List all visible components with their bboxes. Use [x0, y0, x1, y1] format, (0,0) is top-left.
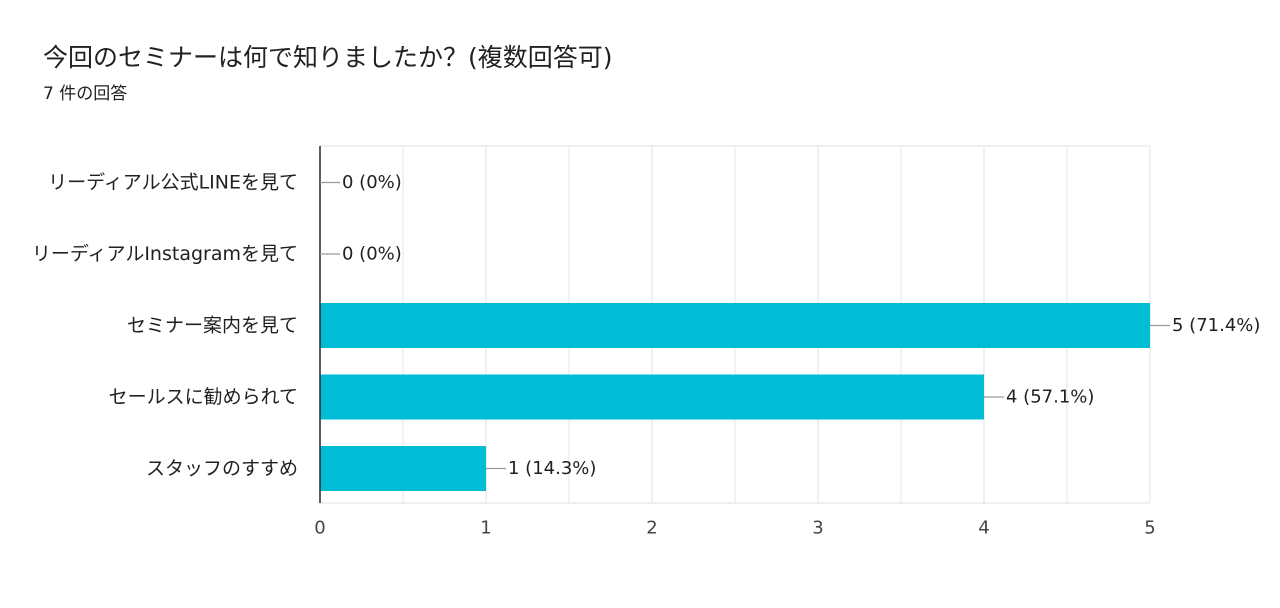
bars-layer [320, 303, 1150, 491]
data-label: 1 (14.3%) [508, 458, 596, 479]
data-label: 4 (57.1%) [1006, 387, 1094, 408]
bar [320, 374, 984, 420]
data-label: 0 (0%) [342, 172, 402, 193]
category-label: セールスに勧められて [109, 386, 298, 408]
category-label: セミナー案内を見て [127, 315, 298, 337]
x-tick-label: 1 [480, 518, 491, 539]
x-tick-label: 3 [812, 518, 823, 539]
category-label: スタッフのすすめ [146, 458, 298, 480]
data-label: 0 (0%) [342, 244, 402, 265]
question-title: 今回のセミナーは何で知りましたか？(複数回答可) [43, 43, 613, 72]
response-count: 7 件の回答 [43, 84, 128, 104]
labels-layer: リーディアル公式LINEを見て 0 (0%) リーディアルInstagramを見て 0… [32, 172, 1261, 480]
category-label: リーディアルInstagramを見て [32, 243, 298, 265]
chart-header: 今回のセミナーは何で知りましたか？(複数回答可) 7 件の回答 [43, 40, 613, 106]
category-label: リーディアル公式LINEを見て [48, 172, 298, 194]
x-tick-label: 4 [978, 518, 989, 539]
bar [320, 303, 1150, 348]
x-tick-label: 2 [646, 518, 657, 539]
data-label: 5 (71.4%) [1172, 315, 1260, 336]
bar [320, 446, 486, 491]
axis-layer: 0 1 2 3 4 5 [314, 146, 1156, 539]
x-tick-label: 0 [314, 518, 325, 539]
x-tick-label: 5 [1144, 518, 1155, 539]
